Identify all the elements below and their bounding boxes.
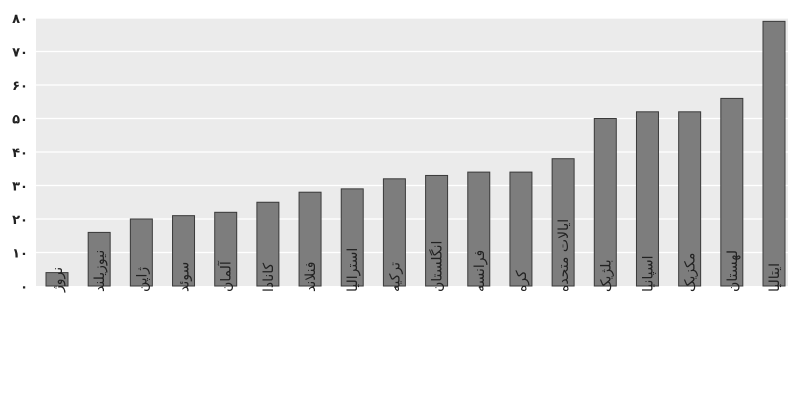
- x-tick-label: کانادا: [261, 262, 277, 292]
- bar: [214, 211, 238, 287]
- bar: [509, 171, 533, 287]
- y-tick-label: ۵۰: [12, 113, 28, 128]
- gridlines: [36, 17, 788, 254]
- y-tick-label: ۱۰: [12, 247, 28, 262]
- x-tick-label: نیوزیلند: [92, 250, 108, 292]
- bar: [762, 20, 786, 287]
- bar: [172, 215, 196, 287]
- bar: [678, 111, 702, 287]
- x-tick-label: اسپانیا: [640, 256, 656, 293]
- x-tick-label: نروژ: [50, 267, 66, 293]
- bar: [467, 171, 491, 287]
- x-tick-label: فرانسه: [472, 250, 488, 292]
- x-tick-label: بلژیک: [598, 259, 614, 292]
- x-tick-label: ژاپن: [134, 267, 150, 292]
- bar: [340, 188, 364, 287]
- bar: [382, 178, 406, 287]
- y-tick-label: ۲۰: [12, 213, 28, 228]
- x-tick-label: سوئد: [177, 262, 193, 292]
- x-tick-label: انگلستان: [429, 241, 446, 292]
- y-axis-ticks: ۰ ۱۰ ۲۰ ۳۰ ۴۰ ۵۰ ۶۰ ۷۰ ۸۰: [12, 12, 28, 295]
- y-tick-label: ۸۰: [12, 12, 28, 27]
- x-tick-label: فنلاند: [303, 261, 319, 292]
- bar: [129, 218, 153, 287]
- bar: [720, 97, 744, 287]
- y-tick-label: ۶۰: [12, 79, 28, 94]
- x-tick-label: مکزیک: [683, 253, 699, 292]
- y-tick-label: ۳۰: [12, 180, 28, 195]
- bar: [256, 201, 280, 287]
- x-tick-label: ترکیه: [387, 262, 403, 292]
- bar: [635, 111, 659, 287]
- x-tick-label: ایتالیا: [767, 263, 783, 292]
- bar: [551, 158, 575, 287]
- bars: [45, 20, 786, 287]
- x-tick-label: لهستان: [725, 250, 741, 292]
- bar: [593, 118, 617, 287]
- y-tick-label: ۴۰: [12, 146, 28, 161]
- x-axis-ticks: نروژ نیوزیلند ژاپن سوئد آلمان کانادا فنلاند است…: [50, 219, 783, 293]
- x-tick-label: استرالیا: [345, 248, 361, 292]
- x-tick-label: ایالات متحده: [556, 219, 572, 292]
- y-tick-label: ۷۰: [12, 46, 28, 61]
- bar: [45, 272, 69, 287]
- x-tick-label: آلمان: [218, 260, 235, 292]
- x-tick-label: کره: [514, 270, 530, 292]
- y-tick-label: ۰: [20, 280, 28, 295]
- bar: [298, 191, 322, 287]
- bar: [87, 231, 111, 287]
- bar: [425, 174, 449, 287]
